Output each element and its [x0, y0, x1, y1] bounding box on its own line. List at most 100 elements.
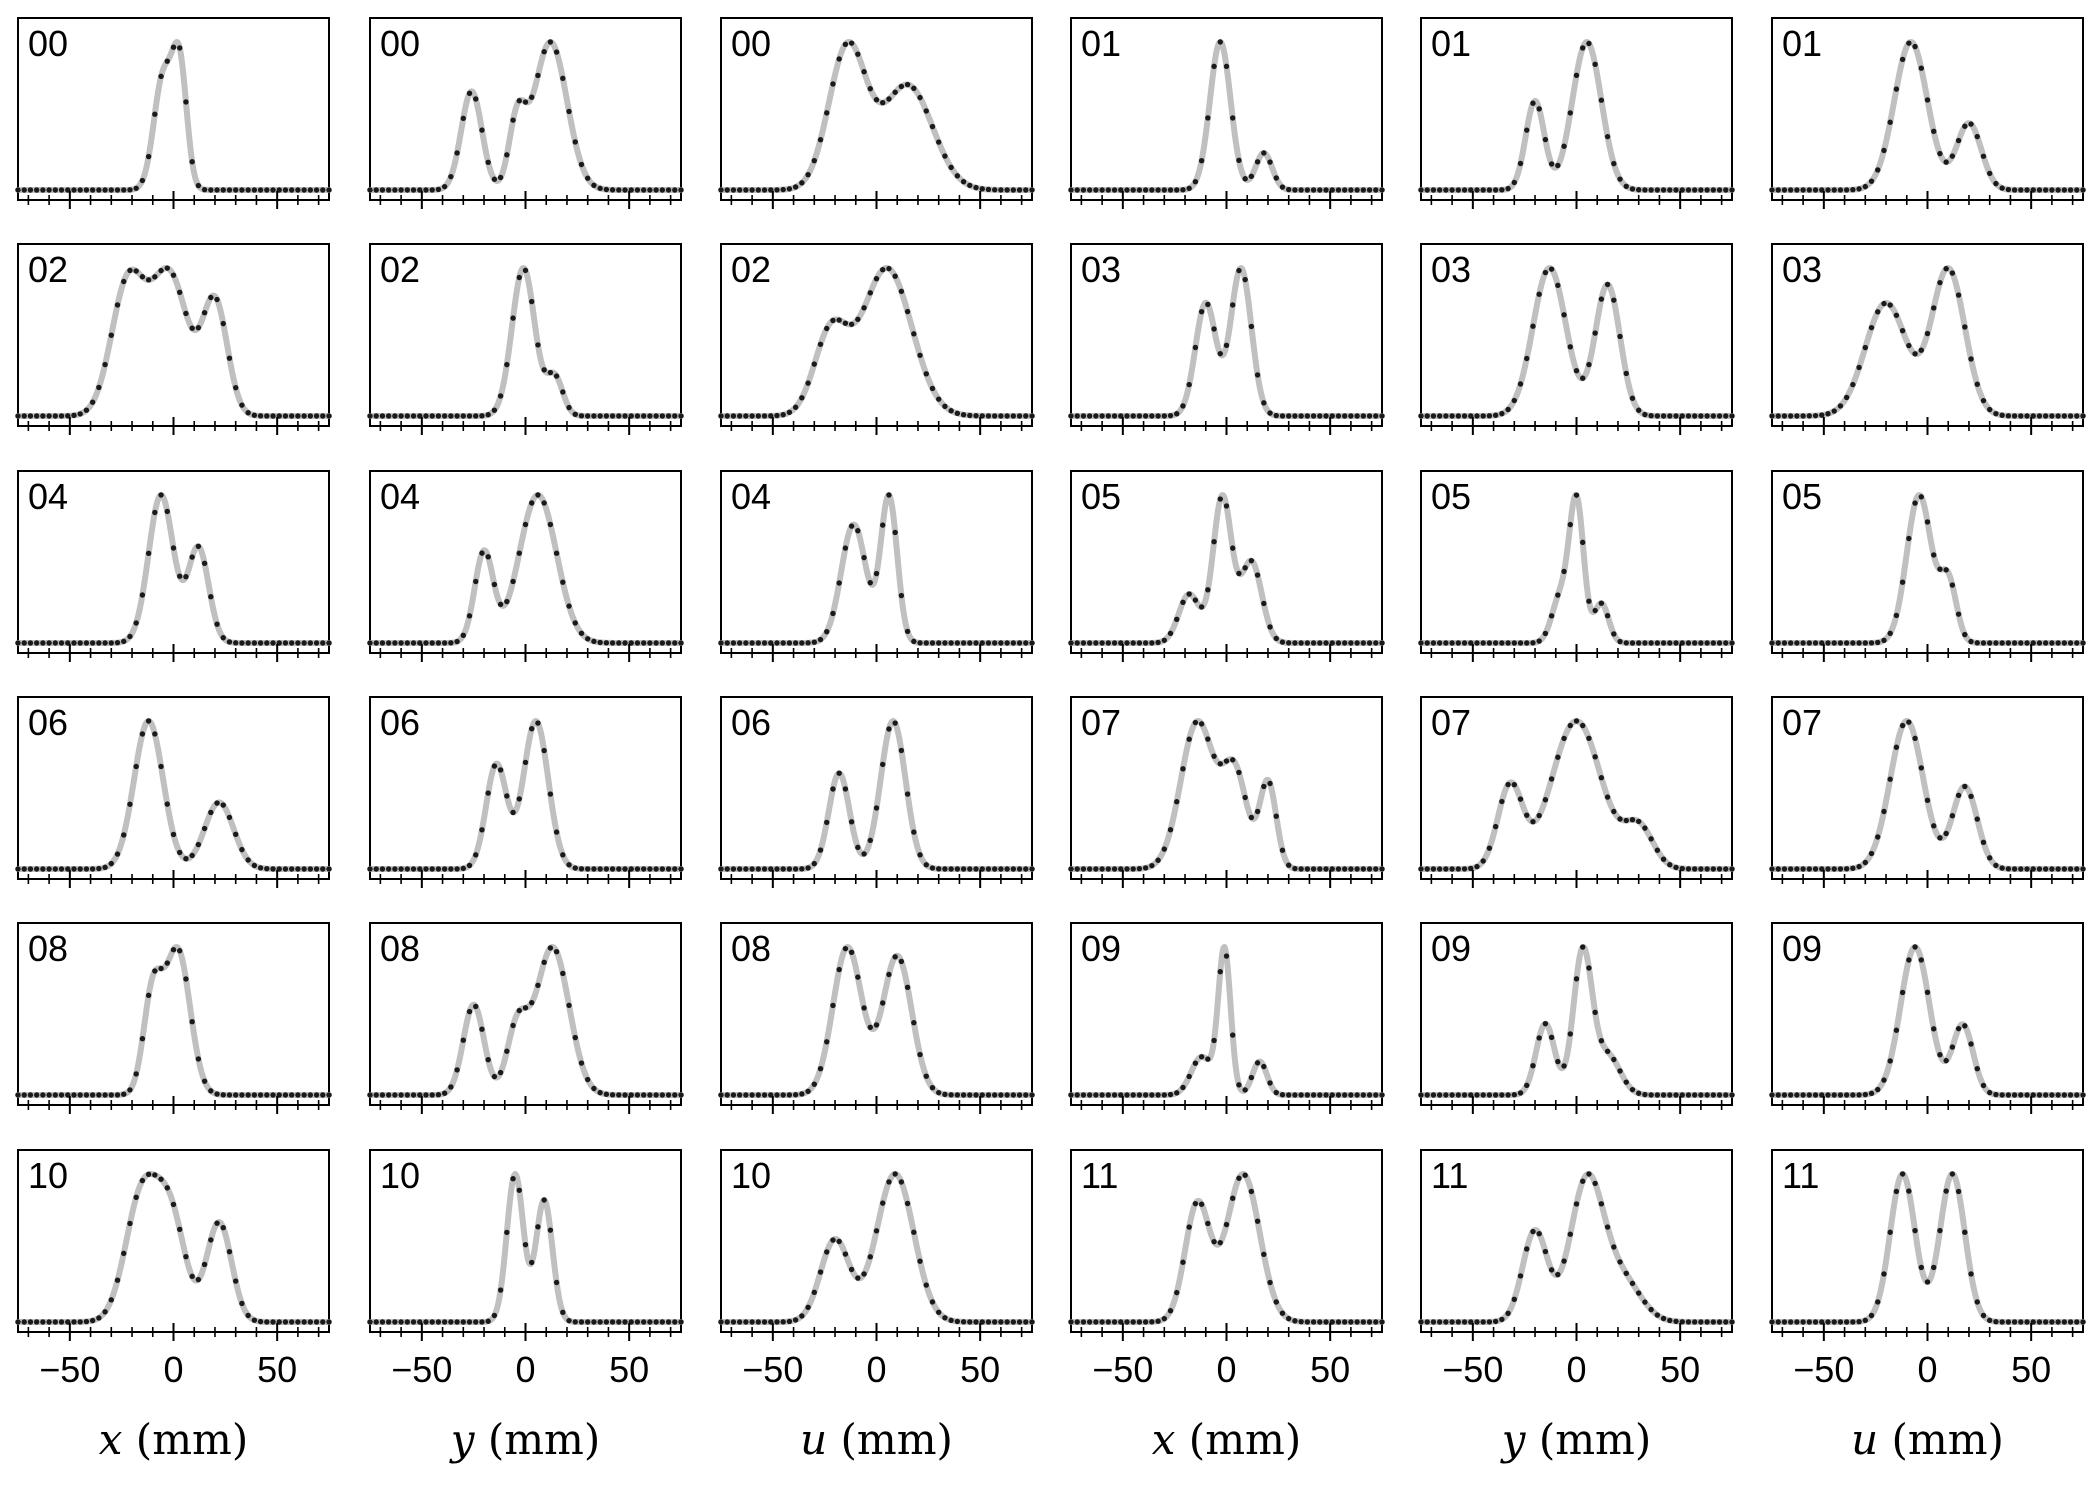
data-point [1174, 1090, 1180, 1096]
data-point [1517, 640, 1524, 646]
data-point [1505, 185, 1511, 192]
data-point [1010, 866, 1017, 872]
data-point [392, 866, 398, 872]
data-point [239, 846, 245, 853]
data-point [1254, 1218, 1261, 1224]
data-point [1831, 640, 1837, 646]
data-point [1555, 282, 1561, 289]
data-point [208, 809, 214, 816]
data-point [139, 1177, 146, 1184]
data-point [1837, 403, 1844, 409]
data-point [1360, 640, 1367, 646]
data-point [1480, 858, 1486, 864]
data-point [1004, 187, 1010, 193]
data-point [1943, 567, 1949, 573]
data-point [1629, 640, 1636, 646]
data-point [398, 187, 404, 193]
data-point [1837, 1319, 1844, 1325]
data-point [1254, 159, 1261, 165]
data-point [1230, 1195, 1236, 1201]
data-point [1862, 183, 1869, 190]
data-point [1604, 794, 1611, 800]
data-point [473, 1319, 479, 1325]
data-point [373, 187, 379, 193]
data-point [560, 579, 566, 585]
data-point [479, 1026, 485, 1032]
data-point [1856, 364, 1862, 371]
data-point [880, 99, 886, 106]
data-point [591, 1319, 597, 1325]
panel: 05 [1418, 470, 1735, 662]
data-point [718, 1319, 724, 1325]
data-point [1279, 1092, 1286, 1098]
data-point [1893, 86, 1900, 92]
data-point [535, 982, 541, 989]
data-point [177, 849, 183, 856]
data-point [164, 265, 170, 271]
data-point [1685, 187, 1692, 193]
data-point [923, 640, 929, 646]
data-point [566, 862, 572, 868]
data-point [1004, 413, 1010, 419]
data-point [886, 726, 892, 732]
data-point [189, 852, 195, 859]
data-point [1937, 150, 1943, 157]
panel-label: 08 [28, 928, 68, 969]
data-point [1800, 866, 1806, 872]
data-point [1310, 1319, 1317, 1325]
data-point [1598, 775, 1605, 781]
data-point [1379, 866, 1385, 872]
data-point [1723, 413, 1729, 419]
data-point [1598, 97, 1605, 103]
data-points [1068, 496, 1385, 646]
data-point [1379, 413, 1385, 419]
data-point [1980, 1082, 1987, 1089]
data-point [1561, 735, 1567, 742]
panel-frame [1771, 1149, 2084, 1333]
data-point [960, 866, 967, 872]
data-point [998, 187, 1004, 193]
data-point [301, 640, 307, 646]
data-point [2055, 1319, 2061, 1325]
data-point [1360, 187, 1367, 193]
data-point [189, 1019, 195, 1025]
data-point [2018, 866, 2024, 872]
data-point [898, 592, 905, 599]
data-point [1149, 862, 1155, 869]
data-point [1211, 326, 1217, 332]
data-point [1354, 640, 1360, 646]
data-point [855, 974, 861, 980]
data-point [936, 396, 942, 402]
x-tick-label: 0 [1566, 1349, 1586, 1390]
data-point [529, 1259, 535, 1266]
data-point [1418, 1092, 1424, 1098]
data-point [917, 352, 923, 358]
data-point [1573, 72, 1580, 79]
data-point [1856, 1318, 1862, 1325]
data-point [1430, 640, 1437, 646]
data-point [1729, 413, 1735, 419]
data-point [1912, 43, 1918, 50]
data-point [1542, 797, 1549, 803]
data-point [1093, 413, 1099, 419]
data-point [1648, 1092, 1654, 1098]
data-point [985, 866, 992, 872]
data-point [1136, 1319, 1143, 1325]
data-point [842, 320, 849, 326]
x-tick-label: −50 [1793, 1349, 1854, 1390]
data-point [1099, 187, 1105, 193]
data-point [1511, 397, 1518, 404]
data-point [1217, 761, 1223, 767]
data-point [158, 267, 164, 274]
data-point [1480, 413, 1486, 419]
data-point [1335, 1319, 1342, 1325]
data-point [1205, 736, 1211, 742]
data-point [786, 1318, 793, 1325]
data-point [1436, 1092, 1443, 1098]
data-point [1068, 1319, 1074, 1325]
data-point [1292, 413, 1298, 419]
data-point [504, 1229, 510, 1236]
data-point [954, 1318, 961, 1325]
data-point [1586, 40, 1592, 47]
data-point [1023, 866, 1029, 872]
